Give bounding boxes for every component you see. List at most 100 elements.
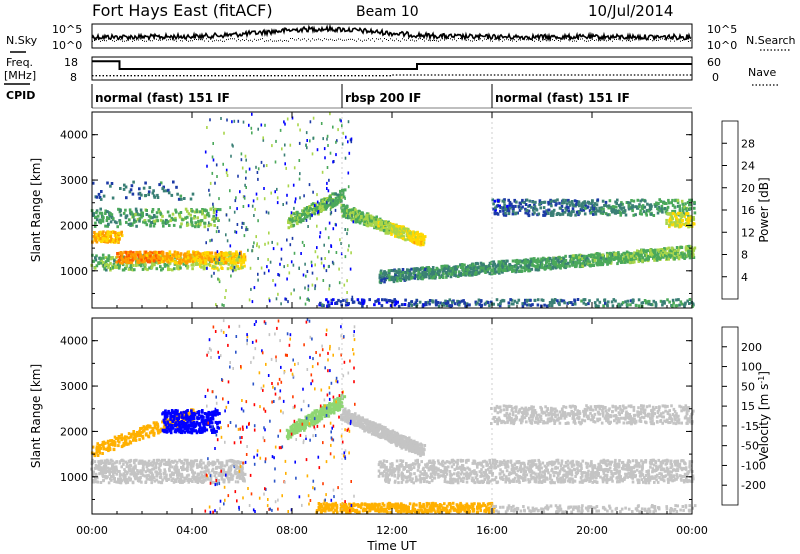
data-cell	[533, 257, 536, 261]
noise-cell	[344, 255, 347, 259]
data-cell	[640, 212, 643, 216]
noise-cell	[216, 175, 218, 178]
data-cell	[570, 200, 574, 203]
data-cell	[362, 302, 365, 305]
data-cell	[416, 230, 419, 234]
data-cell	[120, 230, 123, 234]
data-cell	[443, 264, 447, 268]
data-cell	[339, 189, 342, 193]
data-cell	[687, 216, 690, 220]
data-cell	[106, 232, 110, 235]
noise-cell	[308, 298, 310, 302]
data-cell	[553, 301, 556, 304]
data-cell	[122, 462, 125, 466]
data-cell	[558, 213, 562, 217]
data-cell	[199, 479, 202, 483]
data-cell	[107, 481, 111, 485]
data-cell	[424, 274, 427, 278]
noise-cell	[282, 203, 284, 206]
data-cell	[144, 221, 147, 225]
data-cell	[340, 206, 343, 210]
noise-cell	[293, 251, 296, 255]
data-cell	[121, 258, 125, 262]
noise-cell	[275, 139, 277, 143]
data-cell	[180, 475, 184, 479]
noise-cell	[327, 236, 330, 240]
data-cell	[342, 195, 346, 199]
data-cell	[620, 253, 624, 257]
data-cell	[440, 264, 443, 268]
data-cell	[179, 261, 183, 265]
data-cell	[323, 198, 327, 202]
data-cell	[448, 298, 452, 302]
noise-cell	[306, 270, 309, 273]
noise-cell	[309, 216, 311, 220]
data-cell	[207, 256, 211, 260]
data-cell	[509, 206, 512, 210]
data-cell	[101, 467, 104, 471]
noise-cell	[251, 112, 253, 116]
data-cell	[683, 303, 686, 307]
data-cell	[510, 298, 514, 302]
noise-cell	[304, 302, 307, 306]
data-cell	[287, 226, 291, 230]
data-cell	[399, 276, 402, 280]
noise-cell	[322, 279, 325, 282]
data-cell	[531, 200, 535, 204]
data-cell	[96, 476, 99, 480]
data-cell	[379, 281, 383, 285]
data-cell	[498, 304, 502, 308]
noise-cell	[240, 152, 243, 156]
data-cell	[414, 301, 418, 305]
noise-cell	[239, 190, 241, 194]
data-cell	[534, 264, 537, 268]
data-cell	[454, 270, 458, 274]
data-cell	[113, 220, 117, 224]
data-cell	[184, 258, 188, 262]
noise-cell	[311, 283, 314, 287]
data-cell	[533, 299, 537, 302]
data-cell	[290, 214, 293, 218]
data-cell	[110, 213, 114, 217]
noise-cell	[335, 223, 337, 227]
data-cell	[205, 476, 208, 480]
data-cell	[628, 260, 632, 264]
data-cell	[535, 208, 539, 212]
data-cell	[126, 470, 129, 474]
data-cell	[237, 267, 240, 271]
data-cell	[137, 476, 140, 480]
data-cell	[155, 215, 159, 219]
noise-cell	[347, 171, 350, 175]
data-cell	[226, 252, 229, 256]
data-cell	[599, 209, 602, 213]
noise-cell	[212, 202, 214, 206]
data-cell	[499, 206, 502, 209]
data-cell	[148, 260, 152, 264]
data-cell	[688, 298, 692, 301]
data-cell	[100, 257, 103, 261]
data-cell	[119, 477, 122, 481]
noise-cell	[263, 271, 266, 275]
data-cell	[631, 207, 634, 211]
data-cell	[537, 259, 541, 263]
noise-cell	[340, 119, 342, 123]
y-tick-label: 2000	[60, 219, 88, 232]
data-cell	[588, 299, 591, 303]
noise-cell	[257, 127, 259, 131]
noise-cell	[324, 227, 327, 231]
data-cell	[133, 471, 136, 475]
data-cell	[239, 266, 243, 270]
noise-cell	[215, 230, 218, 234]
noise-cell	[265, 164, 268, 167]
data-cell	[603, 204, 606, 207]
data-cell	[629, 303, 632, 307]
data-cell	[581, 205, 585, 209]
data-cell	[143, 219, 147, 222]
cpid-segment-label: normal (fast) 151 IF	[495, 91, 630, 105]
data-cell	[388, 222, 392, 226]
data-cell	[571, 262, 574, 266]
data-cell	[92, 470, 95, 474]
data-cell	[540, 304, 543, 308]
data-cell	[628, 252, 632, 256]
